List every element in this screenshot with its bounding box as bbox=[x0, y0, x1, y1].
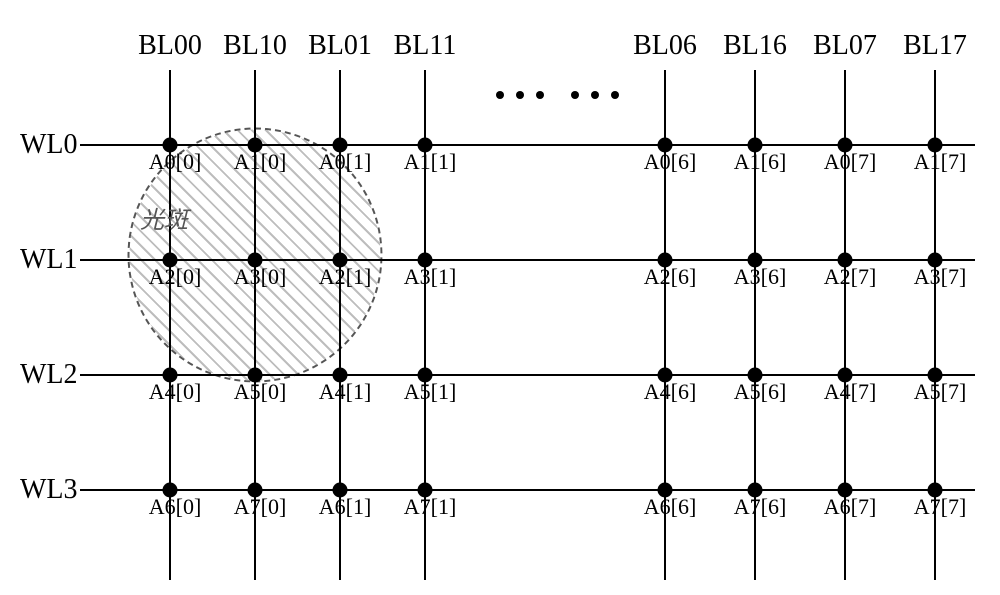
cell-label-r2-c4: A4[6] bbox=[644, 379, 697, 405]
cell-label-r0-c0: A0[0] bbox=[149, 149, 202, 175]
cell-label-r0-c6: A0[7] bbox=[824, 149, 877, 175]
bl-label-1: BL10 bbox=[223, 30, 287, 62]
bl-label-3: BL11 bbox=[394, 30, 457, 62]
cell-label-r3-c0: A6[0] bbox=[149, 494, 202, 520]
bl-label-0: BL00 bbox=[138, 30, 202, 62]
cell-label-r3-c1: A7[0] bbox=[234, 494, 287, 520]
ellipsis-dot-2 bbox=[536, 91, 544, 99]
spot-label: 光斑 bbox=[140, 200, 188, 235]
cell-label-r0-c7: A1[7] bbox=[914, 149, 967, 175]
cell-label-r2-c6: A4[7] bbox=[824, 379, 877, 405]
cell-label-r3-c3: A7[1] bbox=[404, 494, 457, 520]
bl-label-6: BL07 bbox=[813, 30, 877, 62]
wl-label-1: WL1 bbox=[20, 244, 78, 276]
cell-label-r1-c6: A2[7] bbox=[824, 264, 877, 290]
bl-label-2: BL01 bbox=[308, 30, 372, 62]
cell-label-r1-c1: A3[0] bbox=[234, 264, 287, 290]
cell-label-r0-c1: A1[0] bbox=[234, 149, 287, 175]
memory-array-diagram: WL0 WL1 WL2 WL3 BL00 BL10 BL01 BL11 BL06 BL16 BL07… bbox=[0, 0, 1000, 595]
cell-label-r2-c7: A5[7] bbox=[914, 379, 967, 405]
ellipsis-dot-1 bbox=[516, 91, 524, 99]
bl-label-4: BL06 bbox=[633, 30, 697, 62]
cell-label-r1-c7: A3[7] bbox=[914, 264, 967, 290]
cell-label-r1-c5: A3[6] bbox=[734, 264, 787, 290]
cell-label-r3-c6: A6[7] bbox=[824, 494, 877, 520]
ellipsis-dot-3 bbox=[571, 91, 579, 99]
wl-label-3: WL3 bbox=[20, 474, 78, 506]
cell-label-r1-c0: A2[0] bbox=[149, 264, 202, 290]
bl-label-7: BL17 bbox=[903, 30, 967, 62]
cell-label-r3-c5: A7[6] bbox=[734, 494, 787, 520]
cell-label-r2-c0: A4[0] bbox=[149, 379, 202, 405]
cell-label-r1-c2: A2[1] bbox=[319, 264, 372, 290]
cell-label-r1-c4: A2[6] bbox=[644, 264, 697, 290]
cell-label-r0-c4: A0[6] bbox=[644, 149, 697, 175]
cell-label-r0-c2: A0[1] bbox=[319, 149, 372, 175]
cell-label-r2-c5: A5[6] bbox=[734, 379, 787, 405]
cell-label-r3-c7: A7[7] bbox=[914, 494, 967, 520]
wl-label-2: WL2 bbox=[20, 359, 78, 391]
cell-label-r0-c3: A1[1] bbox=[404, 149, 457, 175]
ellipsis-dot-4 bbox=[591, 91, 599, 99]
cell-label-r1-c3: A3[1] bbox=[404, 264, 457, 290]
bl-label-5: BL16 bbox=[723, 30, 787, 62]
cell-label-r2-c3: A5[1] bbox=[404, 379, 457, 405]
cell-label-r0-c5: A1[6] bbox=[734, 149, 787, 175]
cell-label-r2-c1: A5[0] bbox=[234, 379, 287, 405]
cell-label-r2-c2: A4[1] bbox=[319, 379, 372, 405]
ellipsis-dot-5 bbox=[611, 91, 619, 99]
ellipsis-dot-0 bbox=[496, 91, 504, 99]
wl-label-0: WL0 bbox=[20, 129, 78, 161]
cell-label-r3-c2: A6[1] bbox=[319, 494, 372, 520]
cell-label-r3-c4: A6[6] bbox=[644, 494, 697, 520]
